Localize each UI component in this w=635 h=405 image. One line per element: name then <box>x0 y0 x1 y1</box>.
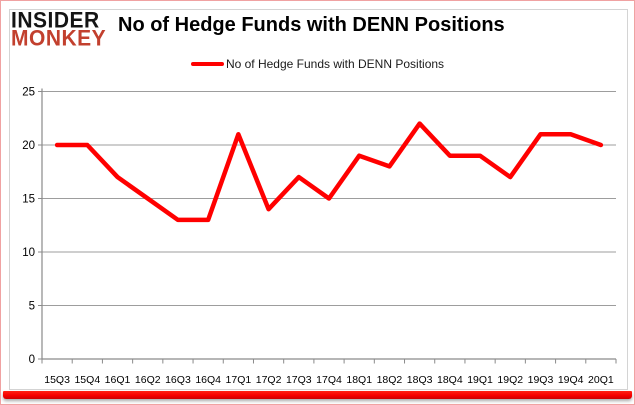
x-axis-tick-label: 20Q1 <box>588 374 614 386</box>
x-axis-tick-label: 17Q2 <box>256 374 282 386</box>
y-axis-tick-label: 0 <box>29 354 35 366</box>
chart-widget <box>9 9 628 390</box>
y-axis-tick-label: 5 <box>29 301 35 313</box>
x-axis-tick-label: 18Q3 <box>407 374 433 386</box>
chart-title: No of Hedge Funds with DENN Positions <box>118 14 505 36</box>
x-axis-tick-label: 16Q4 <box>195 374 221 386</box>
y-axis-tick-label: 15 <box>22 194 35 206</box>
x-axis-tick-label: 19Q3 <box>528 374 554 386</box>
insider-monkey-logo: INSIDER MONKEY <box>11 8 107 51</box>
x-axis-tick-label: 19Q1 <box>467 374 493 386</box>
y-axis-tick-label: 20 <box>22 140 35 152</box>
x-axis-tick-label: 15Q4 <box>74 374 100 386</box>
x-axis-tick-label: 19Q2 <box>497 374 523 386</box>
legend-label: No of Hedge Funds with DENN Positions <box>225 57 445 71</box>
x-axis-tick-label: 16Q2 <box>135 374 161 386</box>
x-axis-tick-label: 18Q4 <box>437 374 463 386</box>
x-axis-tick-label: 18Q2 <box>377 374 403 386</box>
y-axis-tick-label: 10 <box>22 247 35 259</box>
logo-text-monkey: MONKEY <box>11 26 107 51</box>
logo-text-insider: INSIDER <box>11 8 100 33</box>
x-axis-tick-label: 17Q3 <box>286 374 312 386</box>
bottom-red-bar <box>3 391 632 399</box>
series-line-hedge-funds <box>54 121 604 223</box>
chart-legend: No of Hedge Funds with DENN Positions <box>1 57 634 71</box>
x-axis-tick-label: 17Q1 <box>226 374 252 386</box>
x-axis-tick-label: 16Q3 <box>165 374 191 386</box>
x-axis-tick-label: 17Q4 <box>316 374 342 386</box>
x-axis-tick-label: 19Q4 <box>558 374 584 386</box>
x-axis-tick-label: 16Q1 <box>105 374 131 386</box>
x-axis-tick-label: 18Q1 <box>346 374 372 386</box>
y-axis-tick-label: 25 <box>22 87 35 99</box>
legend-line-swatch <box>190 61 224 67</box>
x-axis-tick-label: 15Q3 <box>44 374 70 386</box>
